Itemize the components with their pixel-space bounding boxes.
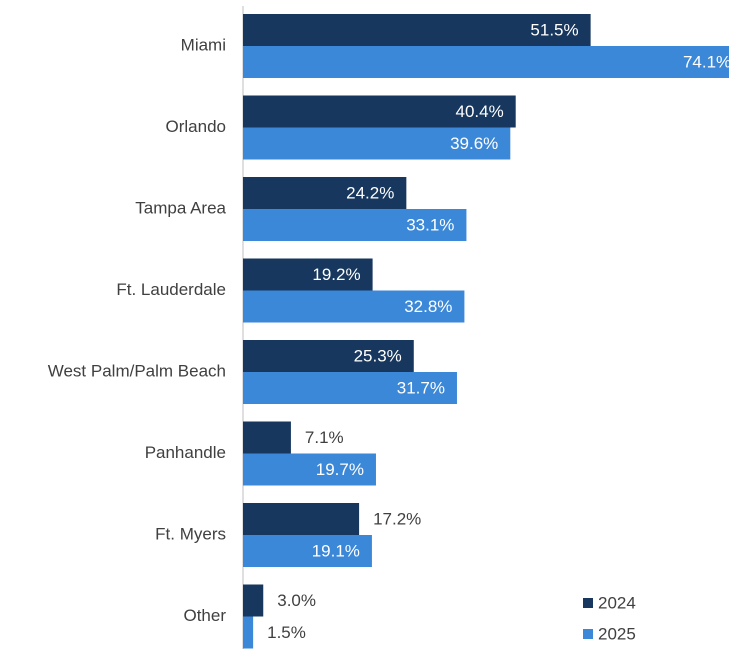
bar — [243, 340, 414, 372]
category-label: Panhandle — [145, 443, 226, 462]
value-label: 51.5% — [530, 20, 578, 39]
bar — [243, 421, 291, 454]
category-label: Other — [183, 606, 226, 625]
bar — [243, 453, 376, 486]
bar — [243, 584, 264, 617]
bar — [243, 46, 729, 78]
bar — [243, 177, 407, 209]
bar — [243, 372, 457, 404]
value-label: 33.1% — [406, 215, 454, 234]
bar — [243, 258, 373, 291]
value-label: 3.0% — [277, 591, 316, 610]
bar — [243, 127, 511, 160]
category-label: West Palm/Palm Beach — [48, 361, 226, 380]
value-label: 19.2% — [312, 265, 360, 284]
category-label: Orlando — [166, 117, 226, 136]
category-label: Miami — [181, 35, 226, 54]
bar — [243, 290, 465, 323]
value-label: 7.1% — [305, 428, 344, 447]
category-label: Tampa Area — [135, 198, 226, 217]
value-label: 19.7% — [316, 460, 364, 479]
value-label: 31.7% — [397, 378, 445, 397]
bar — [243, 503, 360, 535]
value-label: 40.4% — [455, 102, 503, 121]
value-label: 17.2% — [373, 509, 421, 528]
value-label: 24.2% — [346, 183, 394, 202]
legend-swatch — [583, 598, 593, 608]
legend-label: 2024 — [598, 593, 636, 612]
value-label: 32.8% — [404, 297, 452, 316]
value-label: 74.1% — [683, 52, 729, 71]
bar — [243, 14, 591, 46]
category-label: Ft. Lauderdale — [116, 280, 226, 299]
bar — [243, 209, 467, 241]
value-label: 39.6% — [450, 134, 498, 153]
legend-swatch — [583, 629, 593, 639]
value-label: 1.5% — [267, 623, 306, 642]
bar — [243, 95, 516, 128]
value-label: 19.1% — [312, 541, 360, 560]
bar — [243, 616, 254, 649]
value-label: 25.3% — [354, 346, 402, 365]
bar — [243, 535, 372, 567]
category-label: Ft. Myers — [155, 524, 226, 543]
legend-label: 2025 — [598, 624, 636, 643]
